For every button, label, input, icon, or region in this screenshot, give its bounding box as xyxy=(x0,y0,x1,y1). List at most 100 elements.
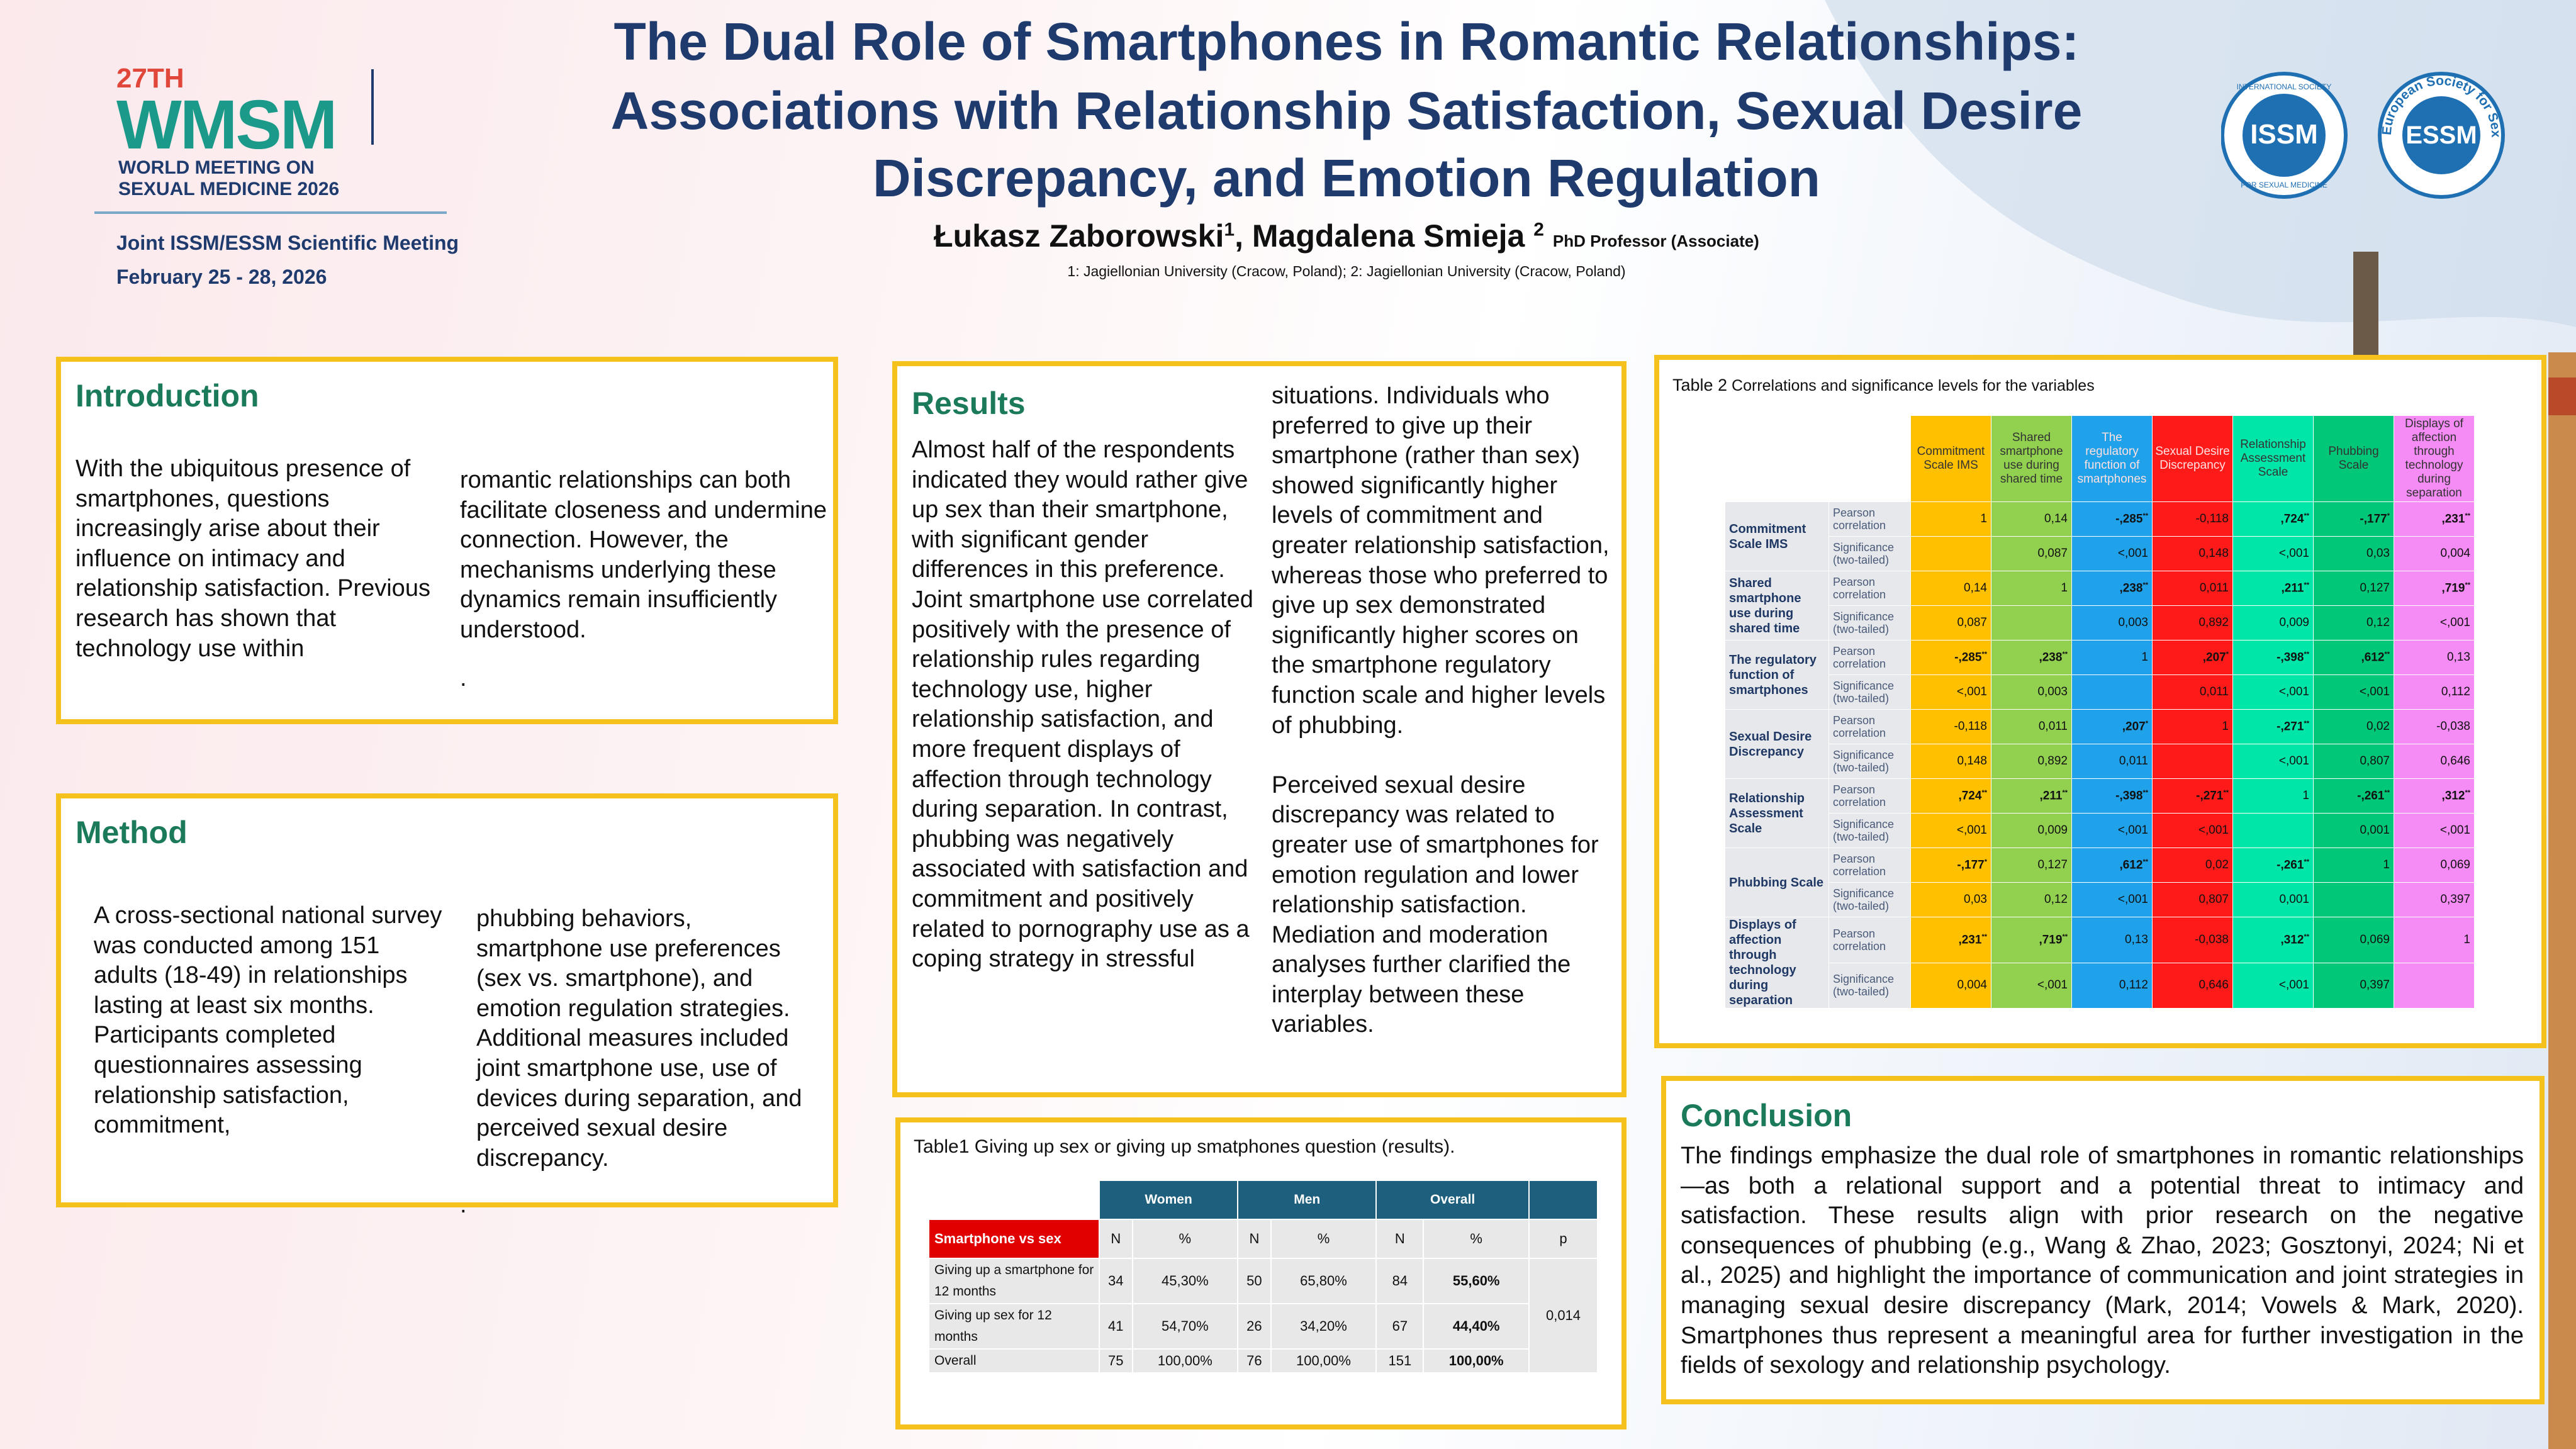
cell: ,724** xyxy=(1910,778,1991,814)
cell: 0,011 xyxy=(2152,571,2233,606)
authors: Łukasz Zaborowski1, Magdalena Smieja 2 P… xyxy=(934,218,1759,254)
author: Magdalena Smieja xyxy=(1252,218,1525,254)
cell: -,177* xyxy=(2313,501,2394,537)
cell: 0,807 xyxy=(2152,882,2233,917)
tower xyxy=(2353,252,2378,359)
column-header: Phubbing Scale xyxy=(2313,415,2394,502)
brand: WMSM xyxy=(116,86,337,164)
cell: 34 xyxy=(1099,1258,1133,1304)
section-heading: Method xyxy=(76,815,188,850)
cell: 75 xyxy=(1099,1348,1133,1373)
header-cell xyxy=(928,1180,1100,1220)
cell: 0,001 xyxy=(2313,813,2394,848)
cell: ,312** xyxy=(2394,778,2475,814)
cell: 0,13 xyxy=(2071,917,2153,963)
subheader-cell: % xyxy=(1423,1219,1530,1259)
cell: 0,009 xyxy=(2232,605,2314,641)
table1: Women Men Overall Smartphone vs sex N% N% N% p G… xyxy=(928,1180,1598,1373)
paragraph: romantic relationships can both facilita… xyxy=(460,467,827,643)
stat-label: Pearson correlation xyxy=(1828,501,1911,537)
paragraph-end: . xyxy=(460,1192,467,1218)
header-cell xyxy=(1528,1180,1598,1220)
stat-label: Pearson correlation xyxy=(1828,571,1911,606)
edition: 27TH xyxy=(116,63,184,94)
cell: 50 xyxy=(1237,1258,1272,1304)
author-mark: 2 xyxy=(1533,219,1544,240)
meeting-line: SEXUAL MEDICINE 2026 xyxy=(118,179,340,199)
cell: 44,40% xyxy=(1423,1303,1530,1350)
cell: 0,087 xyxy=(1991,536,2072,571)
cell: ,719** xyxy=(1991,917,2072,963)
cell xyxy=(2232,813,2314,848)
rule xyxy=(94,211,447,214)
cell: 1 xyxy=(2232,778,2314,814)
cell: 0,12 xyxy=(2313,605,2394,641)
data-row: Significance (two-tailed) 0,148 0,892 0,011… xyxy=(1725,744,2475,779)
cell: 0,112 xyxy=(2394,674,2475,710)
subheader-cell: N xyxy=(1237,1219,1272,1259)
cell: 0,004 xyxy=(1910,962,1991,1009)
cell: 0,009 xyxy=(1991,813,2072,848)
logo-core xyxy=(2243,94,2326,177)
dates: February 25 - 28, 2026 xyxy=(116,266,327,288)
data-row: Phubbing Scale Pearson correlation -,177* 0… xyxy=(1725,848,2475,917)
data-row: Sexual Desire Discrepancy Pearson correla… xyxy=(1725,709,2475,779)
section-heading: Conclusion xyxy=(1681,1098,1852,1133)
cell: ,612** xyxy=(2071,848,2153,883)
title-line: Associations with Relationship Satisfact… xyxy=(610,81,2083,140)
cell: ,207* xyxy=(2152,640,2233,675)
caption-label: Table 2 xyxy=(1672,376,1728,394)
subheader-cell: N xyxy=(1375,1219,1425,1259)
stat-label: Significance (two-tailed) xyxy=(1828,744,1911,779)
data-row: The regulatory function of smartphones Pe… xyxy=(1725,640,2475,710)
cell: 0,14 xyxy=(1910,571,1991,606)
group-header: Men xyxy=(1237,1180,1377,1220)
data-row: Significance (two-tailed) 0,004 <,001 0,112… xyxy=(1725,962,2475,1009)
data-row: Giving up a smartphone for 12 months 34 45… xyxy=(928,1258,1598,1373)
cell: 0,892 xyxy=(2152,605,2233,641)
meeting-line: WORLD MEETING ON xyxy=(118,157,315,178)
cell: 1 xyxy=(2152,709,2233,744)
introduction-box xyxy=(56,357,838,724)
column-header: Relationship Assessment Scale xyxy=(2232,415,2314,502)
cell: 0,397 xyxy=(2313,962,2394,1009)
cell: 100,00% xyxy=(1270,1348,1377,1373)
paragraph: situations. Individuals who preferred to… xyxy=(1272,383,1610,739)
cell: 0,13 xyxy=(2394,640,2475,675)
subheader-cell: % xyxy=(1270,1219,1377,1259)
stat-label: Significance (two-tailed) xyxy=(1828,605,1911,641)
section-heading: Introduction xyxy=(76,378,259,413)
cell: ,211** xyxy=(2232,571,2314,606)
cell: 55,60% xyxy=(1423,1258,1530,1304)
cell: ,724** xyxy=(2232,501,2314,537)
cell: 0,148 xyxy=(1910,744,1991,779)
paragraph: With the ubiquitous presence of smartpho… xyxy=(76,456,430,662)
column-header: Displays of affection through technology… xyxy=(2394,415,2475,502)
affiliations: 1: Jagiellonian University (Cracow, Pola… xyxy=(1067,263,1626,279)
cell: 0,011 xyxy=(2152,674,2233,710)
cell: 26 xyxy=(1237,1303,1272,1350)
cell: <,001 xyxy=(2232,962,2314,1009)
column-header: The regulatory function of smartphones xyxy=(2071,415,2153,502)
cell: ,312** xyxy=(2232,917,2314,963)
corner-cell: Smartphone vs sex xyxy=(928,1219,1100,1259)
row-label: Overall xyxy=(928,1348,1100,1373)
cell: <,001 xyxy=(2071,813,2153,848)
cell: <,001 xyxy=(2313,674,2394,710)
row-label: Sexual Desire Discrepancy xyxy=(1725,709,1829,779)
cell: -,177* xyxy=(1910,848,1991,883)
column-header: Sexual Desire Discrepancy xyxy=(2152,415,2233,502)
society-logos: ISSM INTERNATIONAL SOCIETY FOR SEXUAL ME… xyxy=(2221,69,2505,199)
stat-label: Pearson correlation xyxy=(1828,848,1911,883)
author-mark: 1 xyxy=(1224,219,1235,240)
cell: <,001 xyxy=(2232,674,2314,710)
table2: Commitment Scale IMS Shared smartphone us… xyxy=(1725,415,2475,1009)
cell: 0,004 xyxy=(2394,536,2475,571)
cell: <,001 xyxy=(2152,813,2233,848)
cell: -,285** xyxy=(2071,501,2153,537)
cell: -,398** xyxy=(2071,778,2153,814)
row-label: Commitment Scale IMS xyxy=(1725,501,1829,571)
logo-text: FOR SEXUAL MEDICINE xyxy=(2241,181,2327,189)
